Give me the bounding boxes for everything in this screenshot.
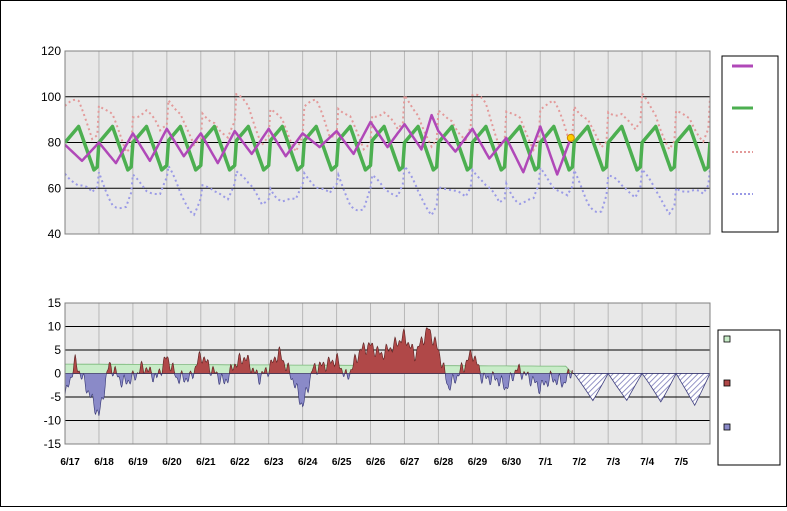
- x-tick-label: 7/2: [572, 457, 586, 468]
- x-tick-label: 6/17: [60, 457, 80, 468]
- bottom-plot-border: [64, 302, 711, 445]
- x-tick-label: 6/18: [94, 457, 114, 468]
- x-tick-label: 7/4: [640, 457, 654, 468]
- bottom-series-group: [65, 327, 710, 416]
- x-tick-label: 6/30: [502, 457, 522, 468]
- x-tick-label: 7/5: [674, 457, 688, 468]
- x-tick-label: 6/19: [128, 457, 148, 468]
- top-plot-border: [64, 50, 711, 235]
- bottom-y-tick-label: 10: [48, 320, 62, 334]
- x-tick-label: 6/28: [434, 457, 454, 468]
- top-legend-box: [721, 55, 779, 233]
- x-tick-label: 6/26: [366, 457, 386, 468]
- x-tick-label: 7/3: [606, 457, 620, 468]
- x-tick-label: 6/24: [298, 457, 318, 468]
- x-tick-label: 6/20: [162, 457, 182, 468]
- top-series-group: [65, 90, 710, 217]
- x-tick-label: 7/1: [538, 457, 552, 468]
- top-legend: [732, 64, 753, 195]
- x-tick-label: 6/27: [400, 457, 420, 468]
- top-y-tick-labels: 40 60 80 100 120: [41, 44, 61, 241]
- x-tick-label: 6/21: [196, 457, 216, 468]
- top-y-tick-label: 100: [41, 90, 61, 104]
- current-value-marker: [566, 133, 575, 142]
- legend-swatch-below-normal: [723, 423, 731, 431]
- bottom-y-tick-label: -15: [44, 437, 62, 451]
- x-tick-label: 6/22: [230, 457, 250, 468]
- observed-line: [65, 113, 572, 176]
- x-tick-label: 6/23: [264, 457, 284, 468]
- top-y-tick-label: 80: [48, 136, 62, 150]
- x-tick-labels: 6/17 6/18 6/19 6/20 6/21 6/22 6/23 6/24 6/25 6/26…: [60, 457, 688, 468]
- bottom-y-tick-label: 5: [54, 343, 61, 357]
- top-y-tick-label: 40: [48, 227, 62, 241]
- record-low-line: [65, 163, 710, 217]
- bottom-y-tick-labels: -15 -10 -5 0 5 10 15: [44, 296, 62, 451]
- bottom-legend-box: [717, 329, 781, 466]
- bottom-y-tick-label: -10: [44, 414, 62, 428]
- bottom-y-tick-label: -5: [50, 390, 61, 404]
- record-high-line: [65, 90, 710, 154]
- bottom-y-tick-label: 0: [54, 367, 61, 381]
- top-y-tick-label: 60: [48, 181, 62, 195]
- bottom-y-tick-label: 15: [48, 296, 62, 310]
- x-tick-label: 6/29: [468, 457, 488, 468]
- bottom-legend: [723, 335, 731, 431]
- x-tick-label: 6/25: [332, 457, 352, 468]
- forecast-range-area: [573, 372, 710, 407]
- below-normal-area: [65, 372, 573, 416]
- legend-swatch-normal-band: [723, 335, 731, 343]
- top-y-tick-label: 120: [41, 44, 61, 58]
- legend-swatch-above-normal: [723, 379, 731, 387]
